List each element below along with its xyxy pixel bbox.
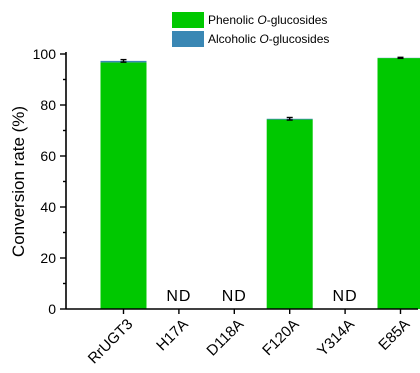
y-tick-label-20: 20 bbox=[40, 250, 56, 266]
y-tick-label-40: 40 bbox=[40, 199, 56, 215]
legend-swatch-2 bbox=[172, 31, 204, 47]
y-tick-label-100: 100 bbox=[33, 46, 57, 62]
legend-swatch-1 bbox=[172, 12, 204, 28]
y-tick-label-0: 0 bbox=[48, 301, 56, 317]
bar-e85a-series-1 bbox=[377, 58, 420, 309]
x-tick-labels-group: RrUGT3 H17A D118A F120A Y314A E85A bbox=[85, 309, 413, 368]
nd-label-h17a: ND bbox=[166, 288, 191, 305]
y-axis-label: Conversion rate (%) bbox=[9, 106, 28, 257]
x-tick-label-y314a: Y314A bbox=[314, 316, 358, 360]
legend-label-1: Phenolic O-glucosides bbox=[208, 13, 327, 27]
nd-label-y314a: ND bbox=[333, 288, 358, 305]
x-tick-label-f120a: F120A bbox=[259, 316, 302, 359]
x-tick-label-h17a: H17A bbox=[153, 316, 192, 355]
bar-f120a-series-1 bbox=[266, 119, 313, 309]
annotations-group: ND ND ND bbox=[166, 288, 358, 305]
legend-label-2: Alcoholic O-glucosides bbox=[208, 32, 329, 46]
x-tick-label-d118a: D118A bbox=[203, 316, 247, 360]
x-tick-label-e85a: E85A bbox=[375, 316, 413, 354]
x-tick-label-rrugt3: RrUGT3 bbox=[85, 316, 137, 368]
bars-group bbox=[100, 56, 420, 309]
y-ticks-group: 0 20 40 60 80 100 bbox=[33, 46, 66, 317]
legend: Phenolic O-glucosides Alcoholic O-glucosi… bbox=[172, 12, 329, 47]
bar-rrugt3-series-1 bbox=[100, 62, 147, 309]
y-tick-label-80: 80 bbox=[40, 97, 56, 113]
nd-label-d118a: ND bbox=[222, 288, 247, 305]
y-tick-label-60: 60 bbox=[40, 148, 56, 164]
